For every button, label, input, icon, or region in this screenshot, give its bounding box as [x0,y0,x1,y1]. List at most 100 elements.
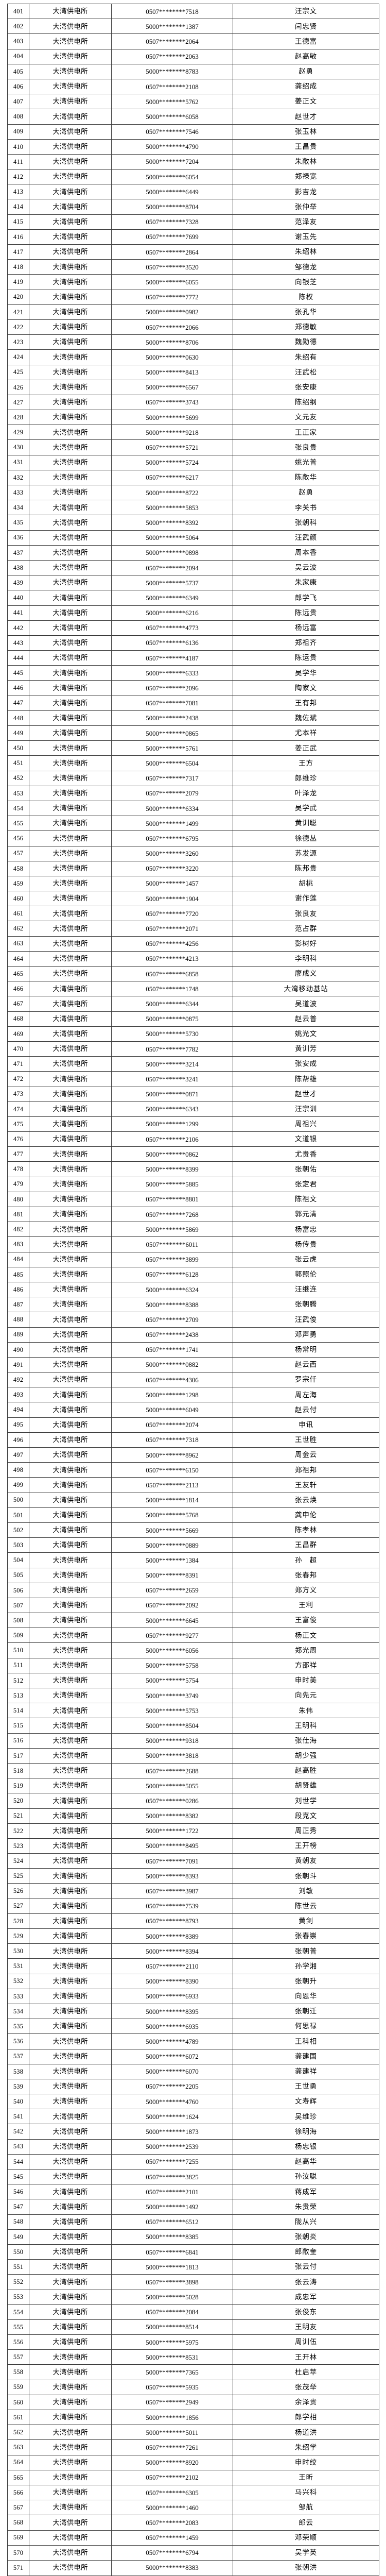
supply-office-cell: 大湾供电所 [29,1266,112,1282]
row-index-cell: 513 [7,1687,29,1704]
supply-office-cell: 大湾供电所 [29,2289,112,2305]
supply-office-cell: 大湾供电所 [29,755,112,771]
customer-name-cell: 杨常明 [233,1342,379,1358]
account-number-cell: 0507********2113 [111,1477,233,1493]
row-index-cell: 452 [7,770,29,786]
customer-name-cell: 姚光普 [233,454,379,470]
customer-name-cell: 黄剑 [233,1913,379,1929]
table-row: 523 大湾供电所 5000********8495 王开榜 [7,1838,379,1854]
table-row: 473 大湾供电所 5000********0871 赵世才 [7,1086,379,1102]
supply-office-cell: 大湾供电所 [29,1703,112,1719]
table-row: 459 大湾供电所 5000********1457 胡桃 [7,875,379,892]
account-number-cell: 0507********2102 [111,2469,233,2485]
row-index-cell: 463 [7,936,29,952]
supply-office-cell: 大湾供电所 [29,1176,112,1192]
table-row: 567 大湾供电所 5000********1460 邹航 [7,2500,379,2516]
table-row: 415 大湾供电所 0507********7328 范泽友 [7,214,379,230]
account-number-cell: 0507********1459 [111,2530,233,2546]
account-number-cell: 5000********6935 [111,2019,233,2035]
customer-name-cell: 周训伍 [233,2334,379,2350]
row-index-cell: 567 [7,2500,29,2516]
row-index-cell: 475 [7,1116,29,1132]
supply-office-cell: 大湾供电所 [29,2154,112,2170]
table-row: 519 大湾供电所 5000********5055 胡贤雄 [7,1778,379,1794]
row-index-cell: 474 [7,1101,29,1117]
row-index-cell: 484 [7,1251,29,1267]
row-index-cell: 407 [7,94,29,110]
customer-name-cell: 王昕 [233,2469,379,2485]
customer-name-cell: 吴学英 [233,2545,379,2561]
supply-office-cell: 大湾供电所 [29,1628,112,1643]
customer-name-cell: 范泽友 [233,214,379,230]
table-row: 434 大湾供电所 5000********5853 李关书 [7,500,379,516]
row-index-cell: 518 [7,1762,29,1779]
customer-name-cell: 文寿辉 [233,2094,379,2110]
account-number-cell: 0507********4187 [111,650,233,666]
table-row: 462 大湾供电所 0507********2071 范占群 [7,921,379,937]
customer-name-cell: 龚绍成 [233,78,379,95]
account-number-cell: 5000********5762 [111,94,233,110]
account-number-cell: 5000********8920 [111,2454,233,2470]
table-row: 426 大湾供电所 5000********6567 张安康 [7,379,379,395]
table-row: 437 大湾供电所 5000********0898 周本香 [7,545,379,561]
table-row: 446 大湾供电所 0507********2096 陶家文 [7,680,379,696]
customer-name-cell: 王开林 [233,2349,379,2365]
account-number-cell: 5000********5028 [111,2289,233,2305]
customer-name-cell: 邹航 [233,2500,379,2516]
account-number-cell: 0507********7317 [111,770,233,786]
row-index-cell: 568 [7,2515,29,2531]
supply-office-cell: 大湾供电所 [29,665,112,681]
table-row: 533 大湾供电所 5000********6933 向恩华 [7,1988,379,2004]
row-index-cell: 508 [7,1613,29,1629]
supply-office-cell: 大湾供电所 [29,1808,112,1824]
supply-office-cell: 大湾供电所 [29,906,112,922]
account-number-cell: 0507********5935 [111,2379,233,2395]
table-row: 527 大湾供电所 0507********7539 陈世云 [7,1898,379,1914]
customer-name-cell: 胡少强 [233,1748,379,1764]
table-row: 540 大湾供电所 5000********4760 文寿辉 [7,2094,379,2110]
customer-name-cell: 郎学飞 [233,590,379,606]
table-row: 508 大湾供电所 5000********6645 王富俊 [7,1613,379,1629]
table-row: 516 大湾供电所 5000********9318 张仕海 [7,1733,379,1749]
supply-office-cell: 大湾供电所 [29,680,112,696]
table-row: 427 大湾供电所 0507********3743 陈绍纲 [7,394,379,411]
supply-office-cell: 大湾供电所 [29,1522,112,1538]
table-row: 490 大湾供电所 0507********1741 杨常明 [7,1342,379,1358]
supply-office-cell: 大湾供电所 [29,2078,112,2095]
row-index-cell: 533 [7,1988,29,2004]
customer-name-cell: 王科相 [233,2033,379,2049]
row-index-cell: 421 [7,304,29,320]
supply-office-cell: 大湾供电所 [29,2019,112,2035]
customer-name-cell: 徐明海 [233,2124,379,2140]
table-row: 559 大湾供电所 0507********5935 张茂举 [7,2379,379,2395]
row-index-cell: 530 [7,1943,29,1959]
supply-office-cell: 大湾供电所 [29,1687,112,1704]
customer-name-cell: 周祖兴 [233,1116,379,1132]
row-index-cell: 571 [7,2560,29,2576]
account-number-cell: 5000********1624 [111,2109,233,2125]
table-row: 469 大湾供电所 5000********5730 姚光文 [7,1026,379,1042]
supply-office-cell: 大湾供电所 [29,635,112,651]
customer-name-cell: 郑光周 [233,1642,379,1658]
supply-office-cell: 大湾供电所 [29,710,112,726]
row-index-cell: 434 [7,500,29,516]
account-number-cell: 5000********6324 [111,1281,233,1298]
table-row: 454 大湾供电所 5000********6334 吴学武 [7,800,379,817]
supply-office-cell: 大湾供电所 [29,364,112,380]
supply-office-cell: 大湾供电所 [29,124,112,140]
table-row: 412 大湾供电所 5000********6054 郑禄宽 [7,169,379,185]
supply-office-cell: 大湾供电所 [29,139,112,155]
supply-office-cell: 大湾供电所 [29,2214,112,2230]
row-index-cell: 472 [7,1071,29,1087]
table-row: 453 大湾供电所 0507********2079 叶泽龙 [7,785,379,801]
customer-name-cell: 张良友 [233,906,379,922]
account-number-cell: 0507********2066 [111,319,233,335]
row-index-cell: 528 [7,1913,29,1929]
table-row: 555 大湾供电所 5000********8514 王明友 [7,2319,379,2335]
customer-name-cell: 王利 [233,1597,379,1614]
row-index-cell: 521 [7,1808,29,1824]
customer-name-cell: 谢作莲 [233,891,379,907]
customer-name-cell: 王富俊 [233,1613,379,1629]
table-row: 431 大湾供电所 5000********5724 姚光普 [7,454,379,470]
